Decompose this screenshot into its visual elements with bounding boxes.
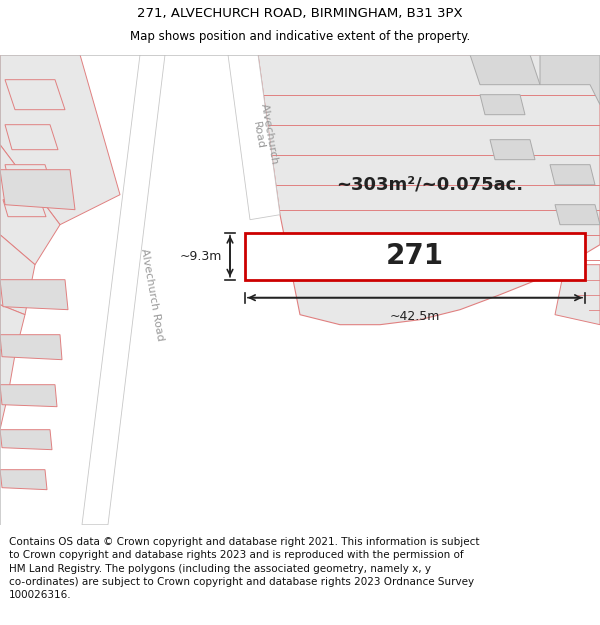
Text: Alvechurch Road: Alvechurch Road — [139, 248, 165, 342]
Polygon shape — [0, 392, 8, 430]
Polygon shape — [0, 144, 60, 265]
Polygon shape — [480, 94, 525, 115]
Polygon shape — [258, 54, 300, 149]
Polygon shape — [262, 69, 295, 134]
Polygon shape — [0, 350, 15, 395]
Polygon shape — [555, 265, 600, 325]
Text: Contains OS data © Crown copyright and database right 2021. This information is : Contains OS data © Crown copyright and d… — [9, 537, 479, 600]
Polygon shape — [5, 79, 65, 110]
Polygon shape — [540, 54, 600, 104]
Polygon shape — [0, 470, 47, 490]
Bar — [245, 232, 585, 280]
Text: 271, ALVECHURCH ROAD, BIRMINGHAM, B31 3PX: 271, ALVECHURCH ROAD, BIRMINGHAM, B31 3P… — [137, 7, 463, 19]
Polygon shape — [250, 54, 600, 325]
Text: Alvechurch
Road: Alvechurch Road — [248, 102, 280, 168]
Polygon shape — [0, 234, 35, 315]
Polygon shape — [5, 164, 52, 187]
Polygon shape — [82, 54, 165, 524]
Polygon shape — [228, 54, 280, 219]
Text: ~303m²/~0.075ac.: ~303m²/~0.075ac. — [337, 176, 524, 194]
Text: ~42.5m: ~42.5m — [390, 309, 440, 322]
Polygon shape — [278, 144, 318, 229]
Polygon shape — [0, 169, 75, 210]
Polygon shape — [470, 54, 540, 84]
Polygon shape — [5, 125, 58, 149]
Text: 271: 271 — [386, 242, 444, 270]
Text: ~9.3m: ~9.3m — [179, 249, 222, 262]
Polygon shape — [0, 430, 52, 449]
Polygon shape — [0, 384, 57, 407]
Polygon shape — [555, 205, 600, 224]
Polygon shape — [0, 335, 62, 359]
Polygon shape — [0, 304, 25, 355]
Polygon shape — [3, 200, 46, 217]
Polygon shape — [0, 280, 68, 309]
Polygon shape — [550, 164, 595, 185]
Polygon shape — [0, 54, 120, 224]
Polygon shape — [282, 144, 312, 210]
Text: Map shows position and indicative extent of the property.: Map shows position and indicative extent… — [130, 30, 470, 43]
Polygon shape — [490, 139, 535, 159]
